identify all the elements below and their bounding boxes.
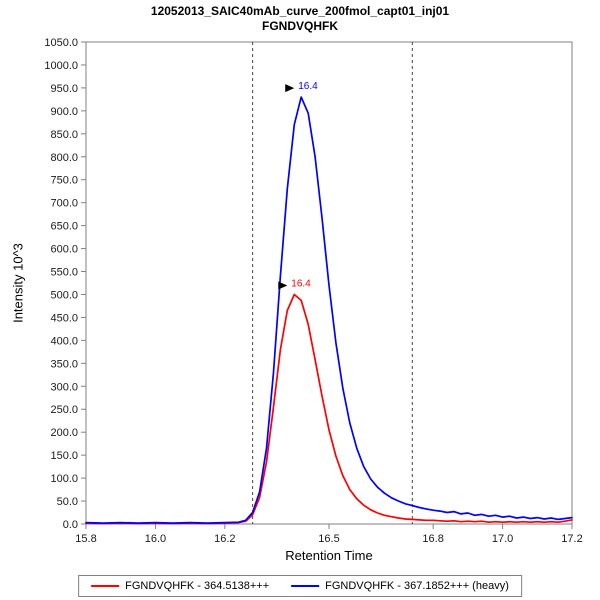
- y-tick-label: 200.0: [50, 427, 78, 439]
- y-tick-label: 950.0: [50, 83, 78, 95]
- y-tick-label: 400.0: [50, 335, 78, 347]
- x-tick-label: 16.5: [318, 533, 339, 545]
- y-tick-label: 1000.0: [44, 60, 78, 72]
- peak-arrow-icon: [278, 281, 288, 290]
- y-tick-label: 800.0: [50, 152, 78, 164]
- y-tick-label: 500.0: [50, 289, 78, 301]
- legend-line-swatch: [291, 585, 320, 587]
- legend-line-swatch: [91, 585, 120, 587]
- x-tick-label: 16.0: [145, 533, 166, 545]
- y-tick-label: 650.0: [50, 221, 78, 233]
- y-tick-label: 250.0: [50, 404, 78, 416]
- peak-rt-annotation-heavy: 16.4: [298, 81, 318, 92]
- peak-rt-annotation-light: 16.4: [291, 278, 311, 289]
- y-tick-label: 100.0: [50, 473, 78, 485]
- chart-subtitle: FGNDVQHFK: [262, 19, 338, 33]
- x-tick-label: 16.2: [214, 533, 235, 545]
- y-tick-label: 150.0: [50, 450, 78, 462]
- chart-title: 12052013_SAIC40mAb_curve_200fmol_capt01_…: [150, 4, 450, 18]
- y-tick-label: 350.0: [50, 358, 78, 370]
- x-tick-label: 17.2: [561, 533, 582, 545]
- y-tick-label: 300.0: [50, 381, 78, 393]
- legend-label: FGNDVQHFK - 364.5138+++: [125, 580, 270, 592]
- y-tick-label: 600.0: [50, 244, 78, 256]
- y-tick-label: 450.0: [50, 312, 78, 324]
- y-tick-label: 900.0: [50, 106, 78, 118]
- legend-label: FGNDVQHFK - 367.1852+++ (heavy): [325, 580, 509, 592]
- y-tick-label: 550.0: [50, 267, 78, 279]
- y-tick-label: 850.0: [50, 129, 78, 141]
- y-tick-label: 750.0: [50, 175, 78, 187]
- legend-item: FGNDVQHFK - 364.5138+++: [91, 580, 269, 592]
- x-axis-label: Retention Time: [285, 548, 373, 563]
- y-tick-label: 50.0: [57, 496, 78, 508]
- legend: FGNDVQHFK - 364.5138+++ FGNDVQHFK - 367.1…: [78, 575, 522, 597]
- x-tick-label: 15.8: [75, 533, 96, 545]
- peak-arrow-icon: [285, 84, 295, 93]
- title-block: 12052013_SAIC40mAb_curve_200fmol_capt01_…: [0, 4, 600, 34]
- legend-item: FGNDVQHFK - 367.1852+++ (heavy): [291, 580, 509, 592]
- x-tick-label: 17.0: [492, 533, 513, 545]
- x-tick-label: 16.8: [422, 533, 443, 545]
- y-tick-label: 700.0: [50, 198, 78, 210]
- chromatogram-trace-light: [85, 293, 573, 525]
- chromatogram-trace-heavy: [85, 96, 573, 524]
- y-tick-label: 0.0: [63, 519, 78, 531]
- y-tick-label: 1050.0: [44, 37, 78, 49]
